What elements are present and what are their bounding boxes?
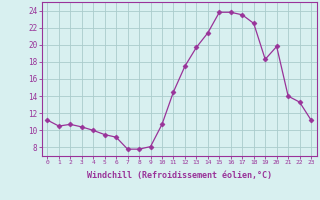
X-axis label: Windchill (Refroidissement éolien,°C): Windchill (Refroidissement éolien,°C): [87, 171, 272, 180]
